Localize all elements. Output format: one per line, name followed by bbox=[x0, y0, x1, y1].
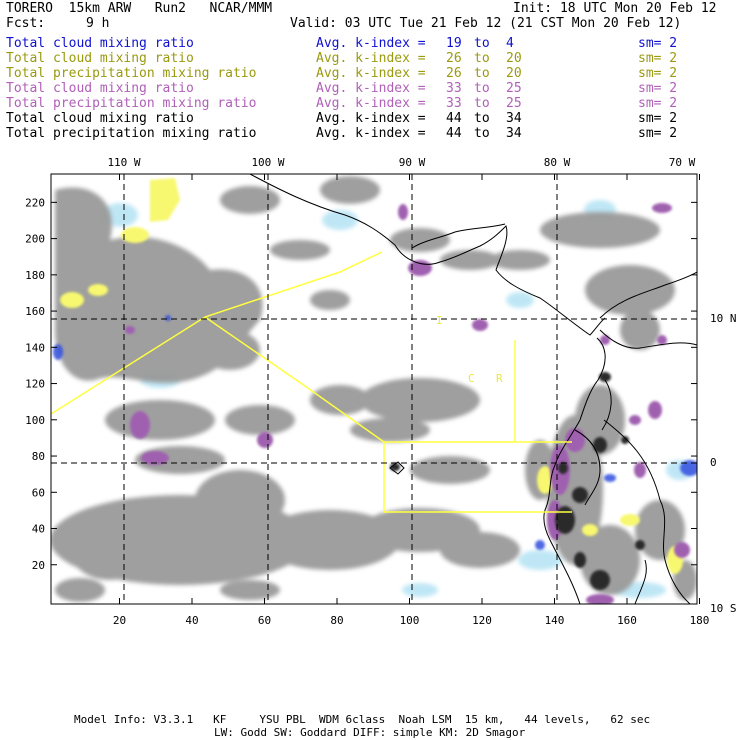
legend-avg-label: Avg. k-index = bbox=[316, 51, 426, 66]
forecast-label: Fcst: bbox=[6, 16, 46, 31]
country-label: R bbox=[496, 372, 503, 385]
legend-avg-label: Avg. k-index = bbox=[316, 96, 426, 111]
axis-ticks bbox=[51, 174, 700, 604]
x-tick-label: 60 bbox=[258, 614, 271, 627]
x-tick-label: 100 bbox=[400, 614, 420, 627]
legend-k-to: 20 bbox=[506, 66, 522, 81]
legend-smoothing: sm= 2 bbox=[638, 81, 678, 96]
legend-smoothing: sm= 2 bbox=[638, 36, 678, 51]
longitude-label: 110 W bbox=[107, 156, 140, 169]
coastlines bbox=[249, 174, 697, 604]
legend-to: to bbox=[474, 36, 490, 51]
legend-k-from: 26 bbox=[446, 66, 462, 81]
legend-row: Total cloud mixing ratio Avg. k-index = 19… bbox=[6, 36, 706, 51]
x-tick-label: 20 bbox=[113, 614, 126, 627]
legend-field: Total precipitation mixing ratio bbox=[6, 126, 257, 141]
x-tick-label: 40 bbox=[185, 614, 198, 627]
legend-row: Total cloud mixing ratio Avg. k-index = 33… bbox=[6, 81, 706, 96]
legend-smoothing: sm= 2 bbox=[638, 51, 678, 66]
longitude-label: 70 W bbox=[669, 156, 696, 169]
country-label: I bbox=[436, 314, 443, 327]
model-title: TORERO 15km ARW Run2 NCAR/MMM bbox=[6, 1, 273, 16]
model-info-line2: LW: Godd SW: Goddard DIFF: simple KM: 2D… bbox=[214, 726, 526, 739]
legend-to: to bbox=[474, 81, 490, 96]
legend-k-from: 33 bbox=[446, 96, 462, 111]
y-tick-label: 200 bbox=[25, 233, 45, 246]
legend-smoothing: sm= 2 bbox=[638, 66, 678, 81]
x-tick-label: 160 bbox=[617, 614, 637, 627]
x-tick-label: 140 bbox=[545, 614, 565, 627]
axis-labels: 2040608010012014016018020022024026028030… bbox=[25, 156, 737, 627]
y-tick-label: 140 bbox=[25, 341, 45, 354]
legend-field: Total cloud mixing ratio bbox=[6, 111, 194, 126]
legend-field: Total cloud mixing ratio bbox=[6, 36, 194, 51]
domain-boxes bbox=[51, 251, 572, 513]
legend-field: Total precipitation mixing ratio bbox=[6, 66, 257, 81]
legend-avg-label: Avg. k-index = bbox=[316, 126, 426, 141]
y-tick-label: 160 bbox=[25, 305, 45, 318]
legend-to: to bbox=[474, 51, 490, 66]
y-tick-label: 220 bbox=[25, 196, 45, 209]
country-label: C bbox=[468, 372, 475, 385]
legend-field: Total cloud mixing ratio bbox=[6, 51, 194, 66]
legend-avg-label: Avg. k-index = bbox=[316, 81, 426, 96]
plot-frame bbox=[50, 173, 698, 605]
legend-k-to: 4 bbox=[506, 36, 514, 51]
y-tick-label: 180 bbox=[25, 269, 45, 282]
latitude-label: 0 bbox=[710, 456, 717, 469]
longitude-label: 80 W bbox=[544, 156, 571, 169]
legend-k-from: 44 bbox=[446, 111, 462, 126]
cloud-field bbox=[51, 174, 697, 604]
y-tick-label: 60 bbox=[32, 486, 45, 499]
y-tick-label: 120 bbox=[25, 378, 45, 391]
latitude-label: 10 N bbox=[710, 312, 737, 325]
legend-row: Total precipitation mixing ratio Avg. k-i… bbox=[6, 126, 706, 141]
lat-lon-grid bbox=[51, 174, 697, 604]
legend-k-from: 19 bbox=[446, 36, 462, 51]
longitude-label: 90 W bbox=[399, 156, 426, 169]
legend-field: Total precipitation mixing ratio bbox=[6, 96, 257, 111]
legend-row: Total cloud mixing ratio Avg. k-index = 44… bbox=[6, 111, 706, 126]
legend-k-from: 33 bbox=[446, 81, 462, 96]
legend-k-to: 25 bbox=[506, 96, 522, 111]
legend-smoothing: sm= 2 bbox=[638, 126, 678, 141]
longitude-label: 100 W bbox=[251, 156, 284, 169]
legend-to: to bbox=[474, 66, 490, 81]
legend-k-to: 25 bbox=[506, 81, 522, 96]
legend-k-to: 20 bbox=[506, 51, 522, 66]
legend-avg-label: Avg. k-index = bbox=[316, 66, 426, 81]
x-tick-label: 80 bbox=[330, 614, 343, 627]
y-tick-label: 80 bbox=[32, 450, 45, 463]
x-tick-label: 180 bbox=[690, 614, 710, 627]
legend-row: Total precipitation mixing ratio Avg. k-i… bbox=[6, 96, 706, 111]
legend-to: to bbox=[474, 126, 490, 141]
model-info-line1: Model Info: V3.3.1 KF YSU PBL WDM 6class… bbox=[74, 713, 651, 726]
legend-to: to bbox=[474, 96, 490, 111]
legend-k-to: 34 bbox=[506, 126, 522, 141]
legend-k-from: 44 bbox=[446, 126, 462, 141]
legend-smoothing: sm= 2 bbox=[638, 96, 678, 111]
legend-avg-label: Avg. k-index = bbox=[316, 36, 426, 51]
legend-k-to: 34 bbox=[506, 111, 522, 126]
latitude-label: 10 S bbox=[710, 602, 737, 615]
y-tick-label: 20 bbox=[32, 559, 45, 572]
y-tick-label: 100 bbox=[25, 414, 45, 427]
legend-smoothing: sm= 2 bbox=[638, 111, 678, 126]
legend-row: Total precipitation mixing ratio Avg. k-i… bbox=[6, 66, 706, 81]
legend-to: to bbox=[474, 111, 490, 126]
x-tick-label: 120 bbox=[472, 614, 492, 627]
init-time: Init: 18 UTC Mon 20 Feb 12 bbox=[513, 1, 717, 16]
y-tick-label: 40 bbox=[32, 523, 45, 536]
legend-row: Total cloud mixing ratio Avg. k-index = 26… bbox=[6, 51, 706, 66]
legend-avg-label: Avg. k-index = bbox=[316, 111, 426, 126]
forecast-hour: 9 h bbox=[86, 16, 110, 31]
legend-k-from: 26 bbox=[446, 51, 462, 66]
valid-time: Valid: 03 UTC Tue 21 Feb 12 (21 CST Mon … bbox=[290, 16, 682, 31]
legend-field: Total cloud mixing ratio bbox=[6, 81, 194, 96]
